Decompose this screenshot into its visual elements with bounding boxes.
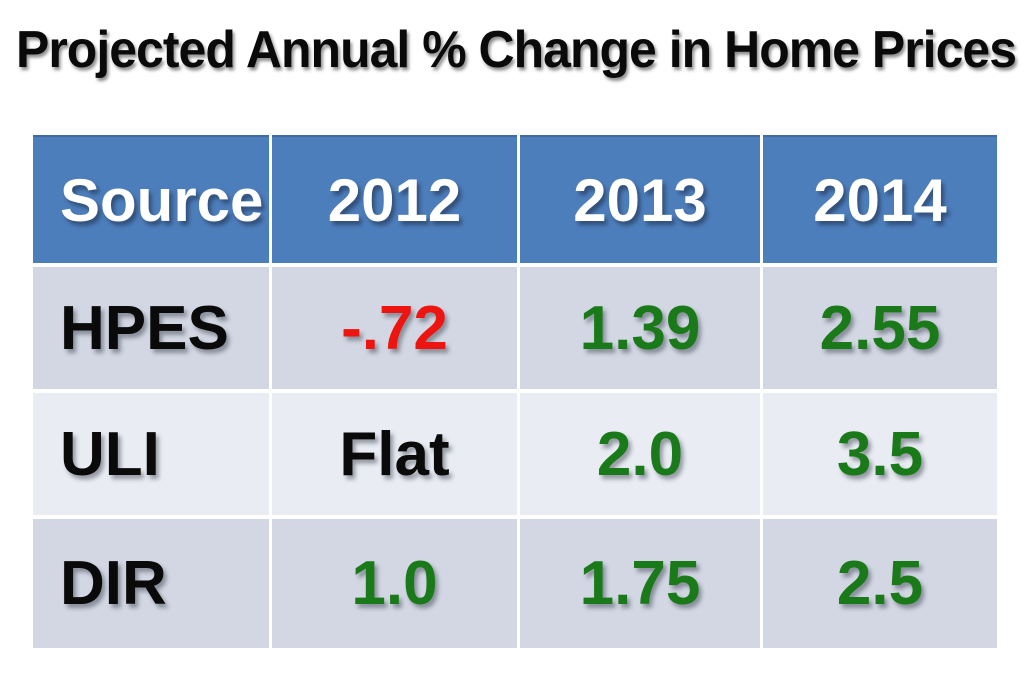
cell-hpes-2014: 2.55 <box>763 267 997 389</box>
cell-dir-2012: 1.0 <box>272 519 517 648</box>
cell-dir-2014: 2.5 <box>763 519 997 648</box>
row-dir-source: DIR <box>33 519 269 648</box>
header-cell-2014: 2014 <box>763 135 997 263</box>
cell-uli-2012: Flat <box>272 393 517 515</box>
home-price-table: Source 2012 2013 2014 HPES -.72 1.39 2.5… <box>33 135 997 648</box>
header-cell-source: Source <box>33 135 269 263</box>
row-uli-source: ULI <box>33 393 269 515</box>
row-hpes-source: HPES <box>33 267 269 389</box>
page-title: Projected Annual % Change in Home Prices <box>16 21 1017 79</box>
cell-uli-2013: 2.0 <box>520 393 760 515</box>
cell-uli-2014: 3.5 <box>763 393 997 515</box>
header-cell-2013: 2013 <box>520 135 760 263</box>
header-cell-2012: 2012 <box>272 135 517 263</box>
cell-hpes-2013: 1.39 <box>520 267 760 389</box>
cell-hpes-2012: -.72 <box>272 267 517 389</box>
cell-dir-2013: 1.75 <box>520 519 760 648</box>
